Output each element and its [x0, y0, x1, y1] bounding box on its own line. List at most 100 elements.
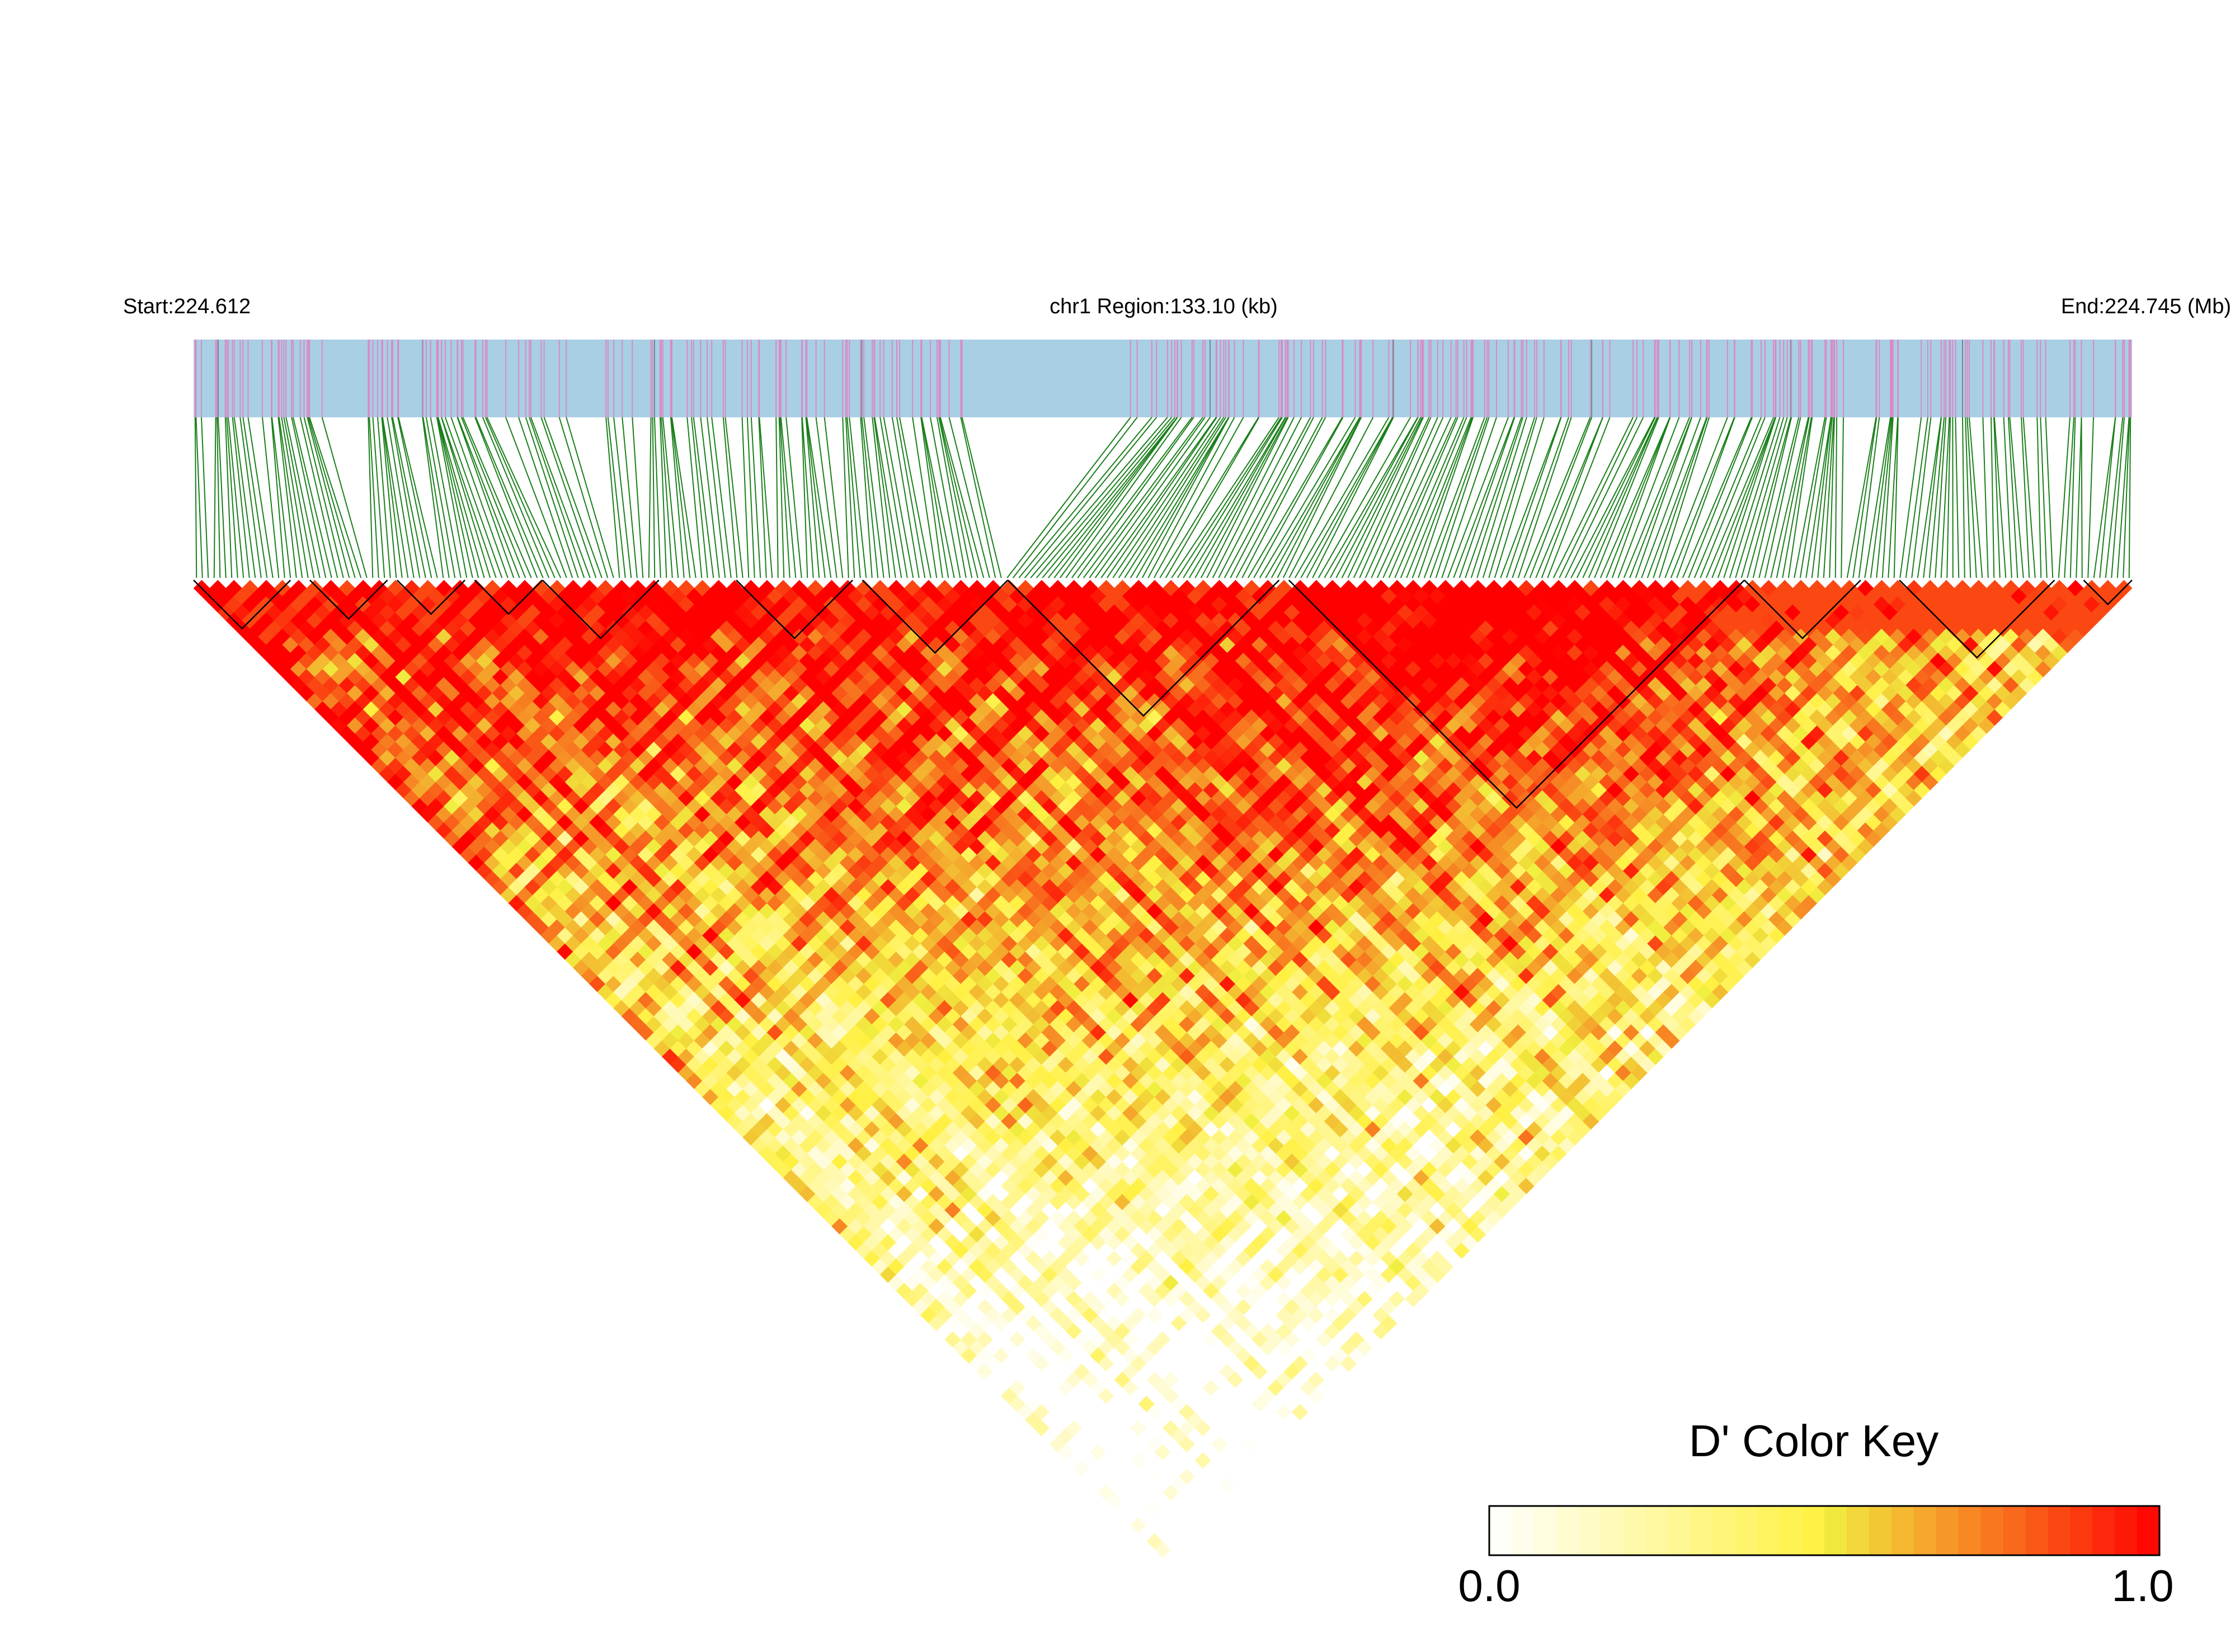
snp-connector	[430, 417, 462, 578]
snp-connector	[861, 417, 879, 578]
snp-connector	[1306, 417, 1394, 578]
snp-connector	[1940, 417, 1950, 578]
snp-connector	[1735, 417, 1785, 578]
snp-connector	[778, 417, 785, 578]
snp-connector	[1259, 417, 1356, 578]
snp-connector	[1106, 417, 1217, 578]
snp-connector	[486, 417, 562, 578]
snp-connector	[1529, 417, 1593, 578]
snp-connector	[1776, 417, 1810, 578]
snp-connector	[1388, 417, 1458, 578]
snp-connector	[1965, 417, 1971, 578]
snp-connector	[1042, 417, 1175, 578]
snp-connector	[1852, 417, 1878, 578]
snp-connector	[1858, 417, 1880, 578]
snp-connector	[1247, 417, 1343, 578]
snp-connector	[213, 417, 217, 578]
snp-connector	[525, 417, 579, 578]
snp-connector	[775, 417, 779, 578]
snp-connector	[1747, 417, 1791, 578]
snp-connector	[1688, 417, 1753, 578]
snp-connector	[863, 417, 884, 578]
snp-connector	[1541, 417, 1603, 578]
snp-connector	[1923, 417, 1942, 578]
snp-connector	[457, 417, 515, 578]
snp-connector	[693, 417, 714, 578]
snp-connector	[307, 417, 350, 578]
snp-connector	[883, 417, 914, 578]
snp-connector	[1482, 417, 1535, 578]
snp-connector	[369, 417, 379, 578]
snp-connector	[1740, 417, 1788, 578]
snp-connector	[194, 417, 197, 578]
snp-connector	[746, 417, 755, 578]
snp-connector	[1764, 417, 1801, 578]
snp-connector	[1406, 417, 1472, 578]
snp-connector	[1564, 417, 1644, 578]
snp-connector	[780, 417, 797, 578]
snp-connector	[2045, 417, 2054, 578]
snp-connector	[239, 417, 262, 578]
snp-connector	[659, 417, 667, 578]
snp-connector	[392, 417, 426, 578]
snp-connector	[1711, 417, 1776, 578]
snp-connector	[1112, 417, 1221, 578]
snp-connector	[1658, 417, 1710, 578]
snp-connector	[805, 417, 820, 578]
snp-connector	[1335, 417, 1422, 578]
snp-connector	[1230, 417, 1314, 578]
snp-connector	[299, 417, 338, 578]
snp-connector	[368, 417, 374, 578]
snp-connector	[1888, 417, 1899, 578]
snp-connector	[1382, 417, 1457, 578]
snp-connector	[437, 417, 479, 578]
snp-connector	[441, 417, 497, 578]
snp-connector	[482, 417, 550, 578]
snp-connector	[1705, 417, 1775, 578]
snp-connector	[228, 417, 244, 578]
snp-connector	[1353, 417, 1430, 578]
snp-connector	[1646, 417, 1707, 578]
snp-connector	[558, 417, 609, 578]
snp-connector	[1876, 417, 1893, 578]
snp-connector	[2093, 417, 2116, 578]
snp-connector	[233, 417, 256, 578]
snp-connector	[1400, 417, 1467, 578]
snp-connector	[1623, 417, 1690, 578]
snp-connector	[1053, 417, 1178, 578]
snp-connector	[691, 417, 708, 578]
snp-connector	[1194, 417, 1287, 578]
snp-connector	[1629, 417, 1692, 578]
snp-connector	[622, 417, 638, 578]
snp-connector	[277, 417, 297, 578]
snp-connector	[1130, 417, 1229, 578]
snp-connector	[2021, 417, 2030, 578]
snp-connector	[1991, 417, 1995, 578]
snp-connector	[846, 417, 861, 578]
snp-connector	[671, 417, 691, 578]
snp-connector	[1535, 417, 1603, 578]
snp-connector	[242, 417, 268, 578]
snp-connector	[422, 417, 444, 578]
snp-connector	[1752, 417, 1792, 578]
snp-connector	[1881, 417, 1894, 578]
snp-connector	[1782, 417, 1812, 578]
snp-connector	[961, 417, 1002, 578]
snp-connector	[1505, 417, 1562, 578]
snp-connector	[217, 417, 227, 578]
snp-connector	[874, 417, 902, 578]
snp-connector	[1864, 417, 1891, 578]
snp-connector	[285, 417, 321, 578]
snp-connector	[921, 417, 949, 578]
snp-connector	[1517, 417, 1572, 578]
snp-connector	[1635, 417, 1693, 578]
snp-connector-lines	[194, 417, 2132, 578]
snp-connector	[758, 417, 767, 578]
snp-connector	[1094, 417, 1211, 578]
snp-connector	[1177, 417, 1282, 578]
snp-connector	[1224, 417, 1311, 578]
snp-connector	[505, 417, 567, 578]
snp-connector	[2058, 417, 2071, 578]
snp-connector	[1834, 417, 1838, 578]
snp-connector	[1089, 417, 1206, 578]
